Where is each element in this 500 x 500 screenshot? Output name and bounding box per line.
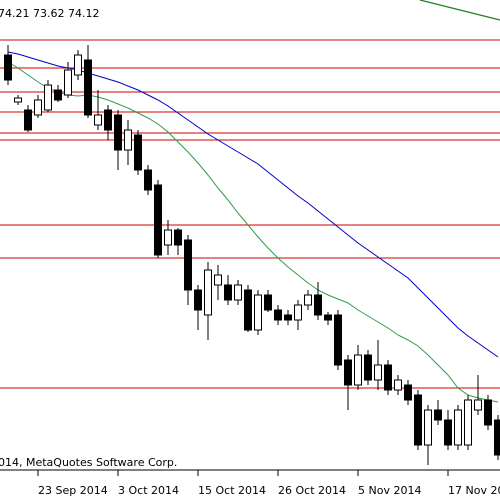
candle-body [254, 294, 262, 331]
candle-body [384, 364, 392, 391]
candle-body [14, 97, 22, 103]
candle-body [364, 354, 372, 381]
candle-body [244, 289, 252, 331]
candle-body [464, 399, 472, 446]
candle-body [424, 409, 432, 446]
candle-body [434, 409, 442, 421]
candle-body [454, 409, 462, 446]
trend-line [419, 0, 500, 21]
candle-body [144, 169, 152, 191]
candle-body [214, 274, 222, 286]
x-tick-label: 5 Nov 2014 [358, 484, 421, 497]
candle-body [374, 364, 382, 381]
candle-body [494, 419, 500, 456]
candle-body [354, 354, 362, 386]
candle-body [484, 399, 492, 426]
candle-body [74, 54, 82, 76]
candle-body [94, 114, 102, 126]
candle-body [474, 399, 482, 411]
candle-body [44, 84, 52, 111]
candle-body [64, 69, 72, 96]
x-tick-label: 17 Nov 2014 [448, 484, 500, 497]
candle-body [174, 229, 182, 246]
candle-body [414, 394, 422, 446]
candle-body [234, 284, 242, 301]
candle-body [264, 294, 272, 311]
candle-body [224, 284, 232, 301]
candle-body [34, 99, 42, 116]
candle-body [164, 229, 172, 246]
x-tick-label: 15 Oct 2014 [198, 484, 266, 497]
candle-body [104, 109, 112, 131]
candle-body [274, 309, 282, 321]
candle-body [334, 314, 342, 366]
candle-body [124, 129, 132, 151]
candle-body [294, 304, 302, 321]
candle-body [84, 59, 92, 116]
candle-body [344, 359, 352, 386]
candle-body [394, 379, 402, 391]
candle-body [444, 419, 452, 446]
x-tick-label: 3 Oct 2014 [118, 484, 179, 497]
candle-body [154, 184, 162, 256]
copyright: 014, MetaQuotes Software Corp. [0, 456, 177, 469]
candle-body [54, 89, 62, 101]
candle-body [304, 294, 312, 306]
candle-body [24, 109, 32, 131]
candle-body [184, 239, 192, 291]
candle-body [194, 289, 202, 311]
x-tick-label: 26 Oct 2014 [278, 484, 346, 497]
candle-body [204, 269, 212, 316]
candle-body [314, 294, 322, 316]
candle-body [134, 134, 142, 171]
candle-body [4, 54, 12, 81]
candle-body [114, 114, 122, 151]
ohlc-header: 74.21 73.62 74.12 [0, 7, 99, 20]
candle-body [404, 384, 412, 401]
x-tick-label: 23 Sep 2014 [38, 484, 108, 497]
candle-body [324, 314, 332, 321]
candle-body [284, 314, 292, 321]
